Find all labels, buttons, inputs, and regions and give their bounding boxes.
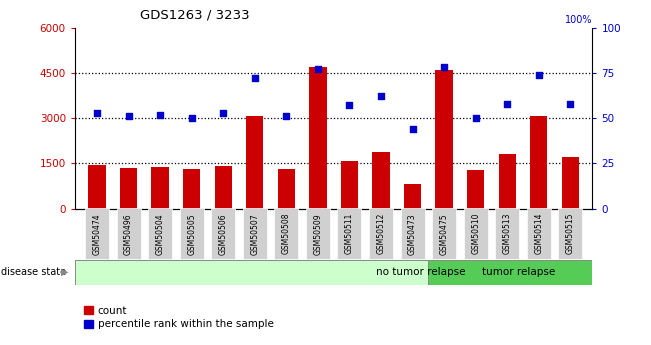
- Point: [218, 110, 229, 116]
- Point: [376, 93, 386, 99]
- Text: GSM50473: GSM50473: [408, 213, 417, 255]
- Text: GSM50474: GSM50474: [92, 213, 102, 255]
- Point: [471, 115, 481, 121]
- FancyBboxPatch shape: [274, 208, 298, 259]
- Text: GDS1263 / 3233: GDS1263 / 3233: [141, 9, 250, 22]
- Point: [312, 67, 323, 72]
- Point: [408, 126, 418, 132]
- Point: [344, 103, 355, 108]
- Text: no tumor relapse: no tumor relapse: [376, 267, 465, 277]
- Text: GSM50508: GSM50508: [282, 213, 291, 255]
- Text: GSM50513: GSM50513: [503, 213, 512, 255]
- Bar: [372, 152, 390, 209]
- FancyBboxPatch shape: [337, 208, 361, 259]
- FancyBboxPatch shape: [243, 208, 267, 259]
- Text: GSM50514: GSM50514: [534, 213, 544, 255]
- FancyBboxPatch shape: [306, 208, 330, 259]
- Text: GSM50509: GSM50509: [313, 213, 322, 255]
- Point: [155, 112, 165, 117]
- Point: [123, 114, 133, 119]
- Point: [565, 101, 575, 106]
- Text: GSM50505: GSM50505: [187, 213, 196, 255]
- Point: [186, 115, 197, 121]
- Bar: [340, 161, 358, 209]
- FancyBboxPatch shape: [85, 208, 109, 259]
- FancyBboxPatch shape: [428, 260, 592, 285]
- Point: [92, 110, 102, 116]
- Bar: [183, 169, 201, 209]
- FancyBboxPatch shape: [117, 208, 141, 259]
- Text: GSM50504: GSM50504: [156, 213, 165, 255]
- FancyBboxPatch shape: [369, 208, 393, 259]
- FancyBboxPatch shape: [432, 208, 456, 259]
- Bar: [309, 67, 327, 209]
- FancyBboxPatch shape: [180, 208, 204, 259]
- Bar: [499, 155, 516, 209]
- FancyBboxPatch shape: [464, 208, 488, 259]
- Bar: [436, 70, 452, 209]
- Legend: count, percentile rank within the sample: count, percentile rank within the sample: [80, 302, 278, 333]
- Point: [439, 65, 449, 70]
- Text: tumor relapse: tumor relapse: [482, 267, 555, 277]
- Text: GSM50511: GSM50511: [345, 213, 354, 254]
- FancyBboxPatch shape: [211, 208, 235, 259]
- Text: GSM50496: GSM50496: [124, 213, 133, 255]
- FancyBboxPatch shape: [148, 208, 172, 259]
- Bar: [215, 166, 232, 209]
- Point: [534, 72, 544, 78]
- Text: 100%: 100%: [565, 15, 592, 25]
- Bar: [404, 184, 421, 209]
- Text: GSM50512: GSM50512: [376, 213, 385, 254]
- Text: GSM50510: GSM50510: [471, 213, 480, 255]
- Text: disease state: disease state: [1, 267, 66, 277]
- FancyBboxPatch shape: [75, 260, 428, 285]
- FancyBboxPatch shape: [559, 208, 582, 259]
- Point: [502, 101, 512, 106]
- Point: [249, 76, 260, 81]
- FancyBboxPatch shape: [527, 208, 551, 259]
- Bar: [562, 157, 579, 209]
- Text: ▶: ▶: [61, 267, 68, 277]
- Text: GSM50507: GSM50507: [250, 213, 259, 255]
- Bar: [152, 167, 169, 209]
- Bar: [530, 116, 547, 209]
- Bar: [467, 170, 484, 209]
- Bar: [120, 168, 137, 209]
- Text: GSM50475: GSM50475: [439, 213, 449, 255]
- Text: GSM50506: GSM50506: [219, 213, 228, 255]
- Point: [281, 114, 292, 119]
- Bar: [89, 165, 105, 209]
- Bar: [277, 169, 295, 209]
- FancyBboxPatch shape: [400, 208, 424, 259]
- Bar: [246, 116, 264, 209]
- Text: GSM50515: GSM50515: [566, 213, 575, 255]
- FancyBboxPatch shape: [495, 208, 519, 259]
